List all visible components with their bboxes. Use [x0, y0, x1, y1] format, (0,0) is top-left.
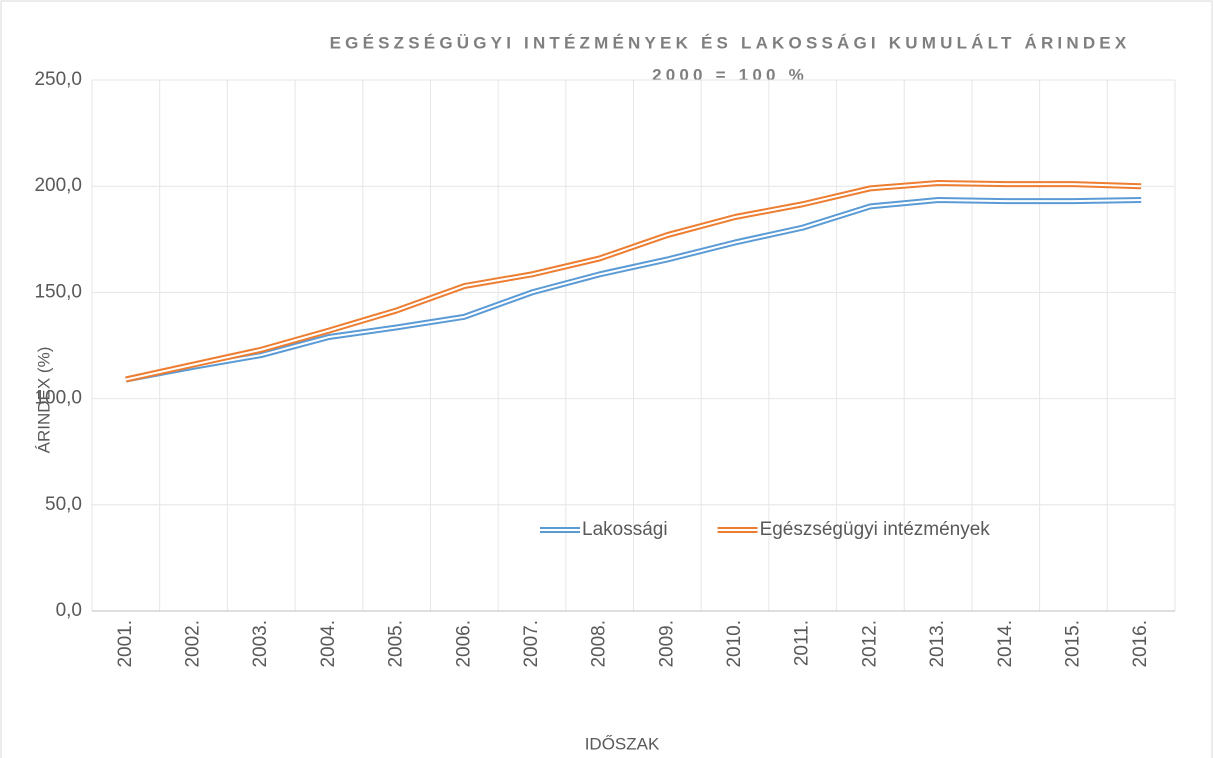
y-axis-label: ÁRINDEX (%)	[34, 347, 53, 454]
x-tick-label: 2008.	[589, 620, 610, 668]
y-tick-label: 0,0	[56, 600, 82, 621]
legend-label: Egészségügyi intézmények	[760, 519, 991, 540]
x-tick-label: 2007.	[521, 620, 542, 668]
x-tick-label: 2002.	[183, 620, 204, 668]
x-tick-label: 2015.	[1062, 620, 1083, 668]
x-tick-label: 2011.	[792, 620, 813, 666]
x-tick-label: 2004.	[318, 620, 339, 668]
y-tick-label: 250,0	[34, 69, 82, 90]
chart-title: EGÉSZSÉGÜGYI INTÉZMÉNYEK ÉS LAKOSSÁGI KU…	[330, 33, 1131, 52]
legend-label: Lakossági	[582, 519, 668, 540]
y-tick-label: 50,0	[45, 494, 82, 515]
y-tick-label: 150,0	[34, 281, 82, 302]
x-tick-label: 2010.	[724, 620, 745, 668]
x-tick-label: 2005.	[386, 620, 407, 668]
chart-subtitle: 2000 = 100 %	[652, 65, 808, 84]
x-axis-label: IDŐSZAK	[585, 734, 660, 753]
x-tick-label: 2013.	[927, 620, 948, 668]
x-tick-label: 2016.	[1130, 620, 1151, 668]
x-tick-label: 2012.	[859, 620, 880, 668]
x-tick-label: 2001.	[115, 620, 136, 668]
x-tick-label: 2006.	[453, 620, 474, 668]
series-line-inner	[125, 182, 1142, 381]
y-tick-label: 100,0	[34, 388, 82, 409]
x-tick-label: 2003.	[250, 620, 271, 668]
y-tick-label: 200,0	[34, 175, 82, 196]
x-tick-label: 2014.	[995, 620, 1016, 668]
x-tick-label: 2009.	[656, 620, 677, 668]
series-line-inner	[125, 199, 1142, 381]
